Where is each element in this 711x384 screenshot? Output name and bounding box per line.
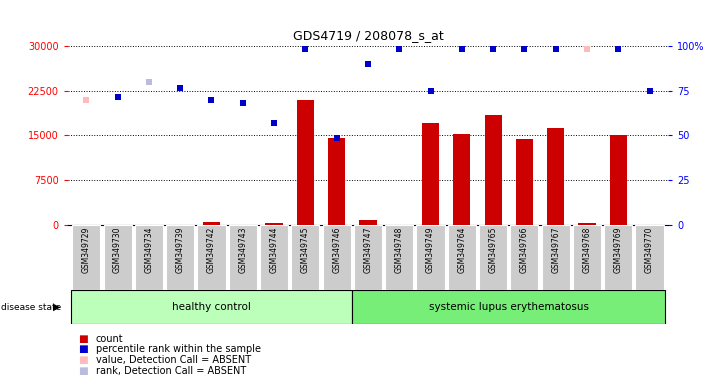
Point [394, 46, 405, 52]
Text: GSM349749: GSM349749 [426, 227, 435, 273]
Text: GSM349734: GSM349734 [144, 227, 154, 273]
Text: GSM349746: GSM349746 [332, 227, 341, 273]
Text: ▶: ▶ [53, 302, 60, 312]
Text: healthy control: healthy control [172, 302, 251, 312]
Text: GSM349742: GSM349742 [207, 227, 216, 273]
Bar [515, 139, 533, 225]
Point [550, 46, 562, 52]
Text: GSM349745: GSM349745 [301, 227, 310, 273]
Point [362, 61, 374, 67]
Bar [292, 225, 319, 290]
Point [143, 79, 154, 85]
Bar [328, 138, 346, 225]
Bar [448, 225, 476, 290]
Bar [578, 223, 596, 225]
Bar [354, 225, 382, 290]
Point [112, 94, 123, 100]
Bar [479, 225, 507, 290]
Bar [198, 225, 225, 290]
Text: value, Detection Call = ABSENT: value, Detection Call = ABSENT [96, 355, 251, 365]
Title: GDS4719 / 208078_s_at: GDS4719 / 208078_s_at [292, 29, 444, 42]
Bar [104, 225, 132, 290]
Point [80, 97, 92, 103]
Bar [510, 225, 538, 290]
Bar [166, 225, 194, 290]
Point [174, 85, 186, 91]
Text: disease state: disease state [1, 303, 61, 312]
Bar [484, 114, 502, 225]
Point [299, 46, 311, 52]
Text: ■: ■ [78, 344, 88, 354]
Bar [636, 225, 663, 290]
Bar [453, 134, 471, 225]
Text: GSM349744: GSM349744 [269, 227, 279, 273]
Point [268, 121, 279, 127]
Text: GSM349748: GSM349748 [395, 227, 404, 273]
Text: rank, Detection Call = ABSENT: rank, Detection Call = ABSENT [96, 366, 246, 376]
Point [519, 46, 530, 52]
Text: GSM349743: GSM349743 [238, 227, 247, 273]
Bar [609, 136, 627, 225]
Text: GSM349729: GSM349729 [82, 227, 91, 273]
Point [331, 135, 342, 141]
Text: percentile rank within the sample: percentile rank within the sample [96, 344, 261, 354]
Text: GSM349769: GSM349769 [614, 227, 623, 273]
Bar [542, 225, 570, 290]
Text: GSM349764: GSM349764 [457, 227, 466, 273]
Bar [547, 128, 565, 225]
Point [456, 46, 468, 52]
Bar [422, 124, 439, 225]
Bar [323, 225, 351, 290]
Bar [73, 225, 100, 290]
Point [425, 88, 437, 94]
Text: count: count [96, 334, 124, 344]
Text: GSM349747: GSM349747 [363, 227, 373, 273]
Point [613, 46, 624, 52]
Bar [604, 225, 632, 290]
Text: ■: ■ [78, 366, 88, 376]
Text: GSM349730: GSM349730 [113, 227, 122, 273]
Bar [352, 290, 665, 324]
Text: GSM349768: GSM349768 [582, 227, 592, 273]
Bar [265, 223, 283, 225]
Point [582, 46, 593, 52]
Text: ■: ■ [78, 334, 88, 344]
Bar [203, 222, 220, 225]
Bar [296, 100, 314, 225]
Bar [135, 225, 163, 290]
Bar [573, 225, 601, 290]
Bar [229, 225, 257, 290]
Bar [260, 225, 288, 290]
Point [488, 46, 499, 52]
Text: GSM349765: GSM349765 [488, 227, 498, 273]
Text: GSM349766: GSM349766 [520, 227, 529, 273]
Text: ■: ■ [78, 355, 88, 365]
Bar [417, 225, 444, 290]
Text: GSM349770: GSM349770 [645, 227, 654, 273]
Bar [359, 220, 377, 225]
Point [205, 97, 217, 103]
Text: systemic lupus erythematosus: systemic lupus erythematosus [429, 302, 589, 312]
Text: GSM349767: GSM349767 [551, 227, 560, 273]
Bar [385, 225, 413, 290]
Point [237, 99, 248, 106]
Text: GSM349739: GSM349739 [176, 227, 185, 273]
Bar [70, 290, 352, 324]
Point [644, 88, 656, 94]
